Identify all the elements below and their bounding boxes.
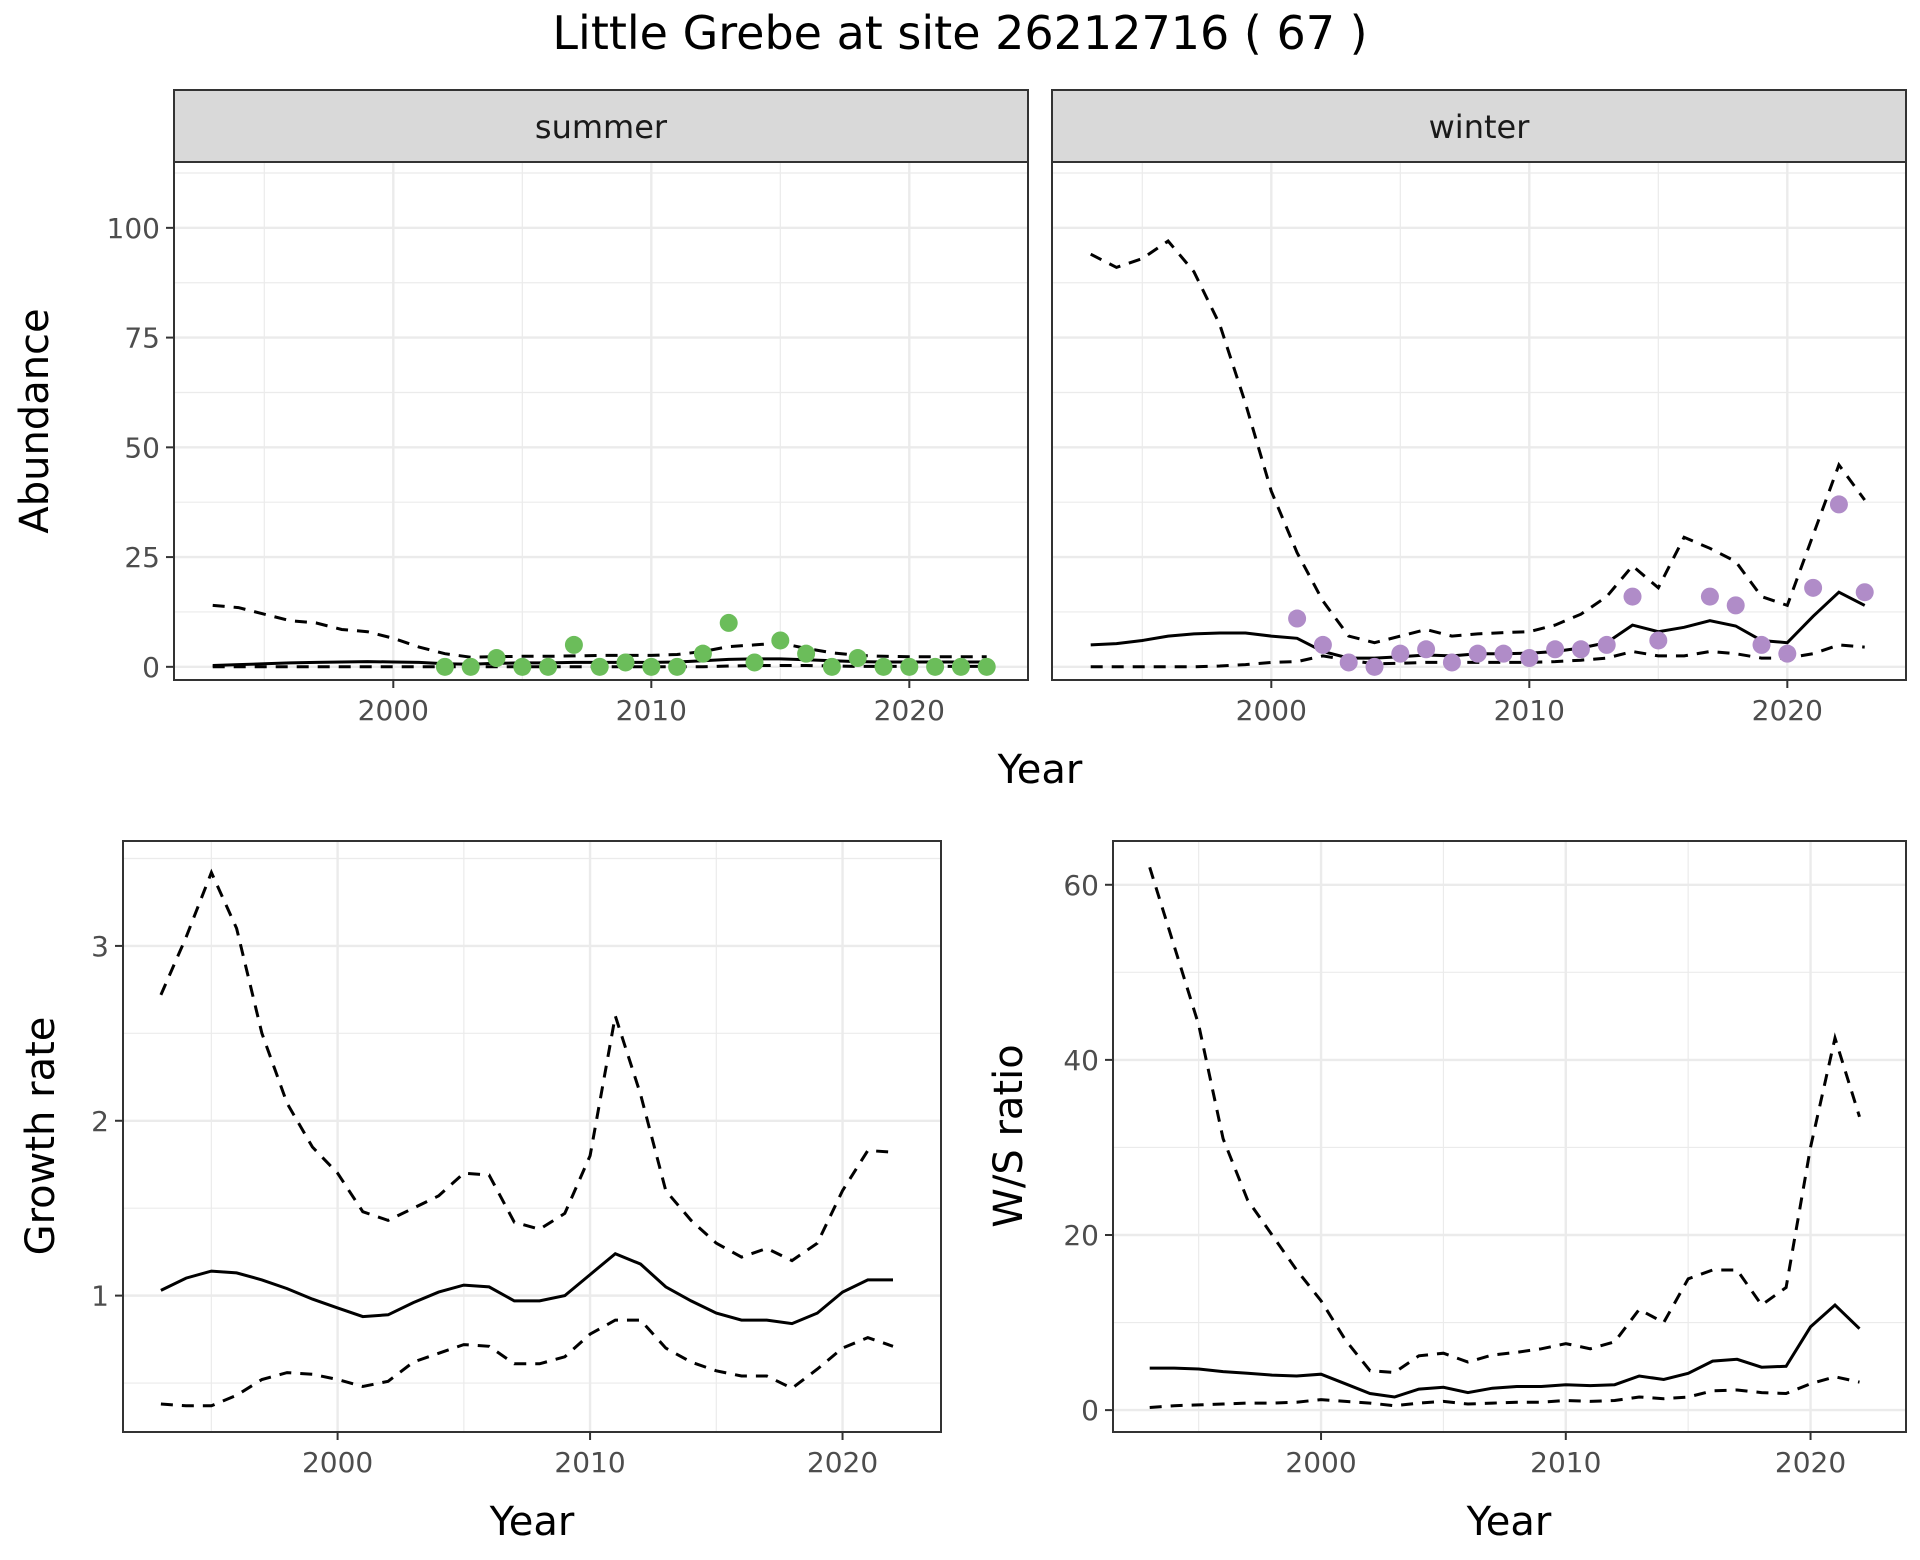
data-point	[1494, 644, 1513, 663]
y-tick-label: 0	[1081, 1394, 1099, 1427]
data-point	[1597, 635, 1616, 654]
y-tick-label: 25	[124, 541, 160, 574]
lower-bound-line	[1149, 1375, 1860, 1409]
facet-strip-winter	[1051, 89, 1907, 163]
data-point	[1700, 587, 1719, 606]
y-tick-label: 3	[91, 930, 109, 963]
x-tick-label: 2020	[1752, 694, 1823, 727]
x-tick-label: 2000	[358, 694, 429, 727]
data-point	[1571, 640, 1590, 659]
y-tick-label: 2	[91, 1105, 109, 1138]
growth-y-axis-title: Growth rate	[18, 1017, 64, 1256]
data-point	[1468, 644, 1487, 663]
data-point	[1649, 631, 1668, 650]
x-tick-label: 2010	[616, 694, 687, 727]
data-point	[1313, 635, 1332, 654]
data-point	[1339, 653, 1358, 672]
data-point	[642, 657, 661, 676]
data-point	[1804, 578, 1823, 597]
data-point	[1391, 644, 1410, 663]
y-tick-label: 100	[107, 212, 160, 245]
y-tick-label: 20	[1063, 1219, 1099, 1252]
figure-title: Little Grebe at site 26212716 ( 67 )	[552, 6, 1368, 60]
data-point	[797, 644, 816, 663]
panel-border	[1051, 161, 1907, 681]
panel-growth-rate: 1 2 3 2000 2010 2020	[91, 840, 942, 1479]
panel-abundance-winter: winter 2000 2010 2020	[1051, 89, 1907, 727]
panel-border	[1112, 840, 1907, 1433]
panel-border	[122, 840, 942, 1433]
data-point	[848, 649, 867, 668]
upper-bound-line	[1090, 238, 1866, 645]
x-tick-label: 2020	[807, 1446, 878, 1479]
data-point	[977, 657, 996, 676]
upper-bound-line	[1148, 866, 1861, 1375]
data-point	[900, 657, 919, 676]
data-point	[564, 635, 583, 654]
panel-abundance-summer: summer 0 25 50 75 100 2000 2010 2020	[107, 89, 1029, 727]
x-tick-label: 2010	[1530, 1446, 1601, 1479]
data-point	[874, 657, 893, 676]
data-point	[1546, 640, 1565, 659]
y-tick-label: 75	[124, 322, 160, 355]
facet-strip-summer	[173, 89, 1029, 163]
data-point	[1726, 596, 1745, 615]
mean-line	[1149, 1302, 1861, 1399]
x-tick-label: 2000	[1285, 1446, 1356, 1479]
data-point	[1855, 583, 1874, 602]
y-tick-label: 0	[142, 651, 160, 684]
panel-border	[173, 161, 1029, 681]
upper-bound-line	[159, 868, 894, 1263]
upper-bound-line	[212, 603, 987, 659]
data-point	[1417, 640, 1436, 659]
data-point	[951, 657, 970, 676]
lower-bound-line	[160, 1318, 894, 1408]
data-point	[1365, 657, 1384, 676]
data-point	[513, 657, 532, 676]
growth-x-axis-title: Year	[489, 1499, 575, 1545]
facet-label-winter: winter	[1429, 108, 1531, 146]
ratio-x-axis-title: Year	[1466, 1499, 1552, 1545]
data-point	[539, 657, 558, 676]
panel-ws-ratio: 0 20 40 60 2000 2010 2020	[1063, 840, 1907, 1479]
data-point	[926, 657, 945, 676]
x-tick-label: 2000	[1236, 694, 1307, 727]
abundance-x-axis-title: Year	[997, 747, 1083, 793]
data-point	[668, 657, 687, 676]
data-point	[435, 657, 454, 676]
data-point	[461, 657, 480, 676]
ratio-y-axis-title: W/S ratio	[986, 1044, 1032, 1227]
data-point	[1520, 649, 1539, 668]
data-point	[1288, 609, 1307, 628]
data-point	[590, 657, 609, 676]
data-point	[487, 649, 506, 668]
data-point	[719, 613, 738, 632]
facet-label-summer: summer	[535, 108, 668, 146]
data-point	[1778, 644, 1797, 663]
x-tick-label: 2000	[302, 1446, 373, 1479]
data-point	[1829, 495, 1848, 514]
data-point	[693, 644, 712, 663]
x-tick-label: 2010	[1494, 694, 1565, 727]
x-tick-label: 2020	[1775, 1446, 1846, 1479]
mean-line	[160, 1251, 893, 1326]
x-tick-label: 2020	[874, 694, 945, 727]
x-tick-label: 2010	[554, 1446, 625, 1479]
abundance-y-axis-title: Abundance	[12, 308, 58, 533]
data-point	[822, 657, 841, 676]
data-point	[1623, 587, 1642, 606]
data-point	[1442, 653, 1461, 672]
y-tick-label: 40	[1063, 1044, 1099, 1077]
data-point	[616, 653, 635, 672]
y-tick-label: 60	[1063, 869, 1099, 902]
data-point	[1752, 635, 1771, 654]
data-point	[771, 631, 790, 650]
data-point	[745, 653, 764, 672]
y-tick-label: 1	[91, 1280, 109, 1313]
y-tick-label: 50	[124, 431, 160, 464]
